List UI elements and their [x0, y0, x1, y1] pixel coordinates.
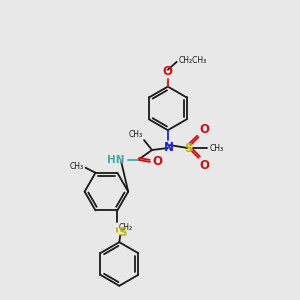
Text: CH₃: CH₃: [70, 162, 84, 171]
Text: CH₂: CH₂: [118, 224, 132, 232]
Text: S: S: [184, 142, 193, 154]
Text: CH₂CH₃: CH₂CH₃: [179, 56, 207, 65]
Text: S: S: [118, 226, 127, 239]
Text: CH₃: CH₃: [209, 143, 224, 152]
Text: O: O: [152, 155, 162, 168]
Text: HN: HN: [107, 155, 124, 165]
Text: O: O: [200, 159, 209, 172]
Text: CH₃: CH₃: [129, 130, 143, 139]
Text: O: O: [163, 65, 173, 78]
Text: N: N: [164, 141, 174, 154]
Text: O: O: [200, 123, 209, 136]
